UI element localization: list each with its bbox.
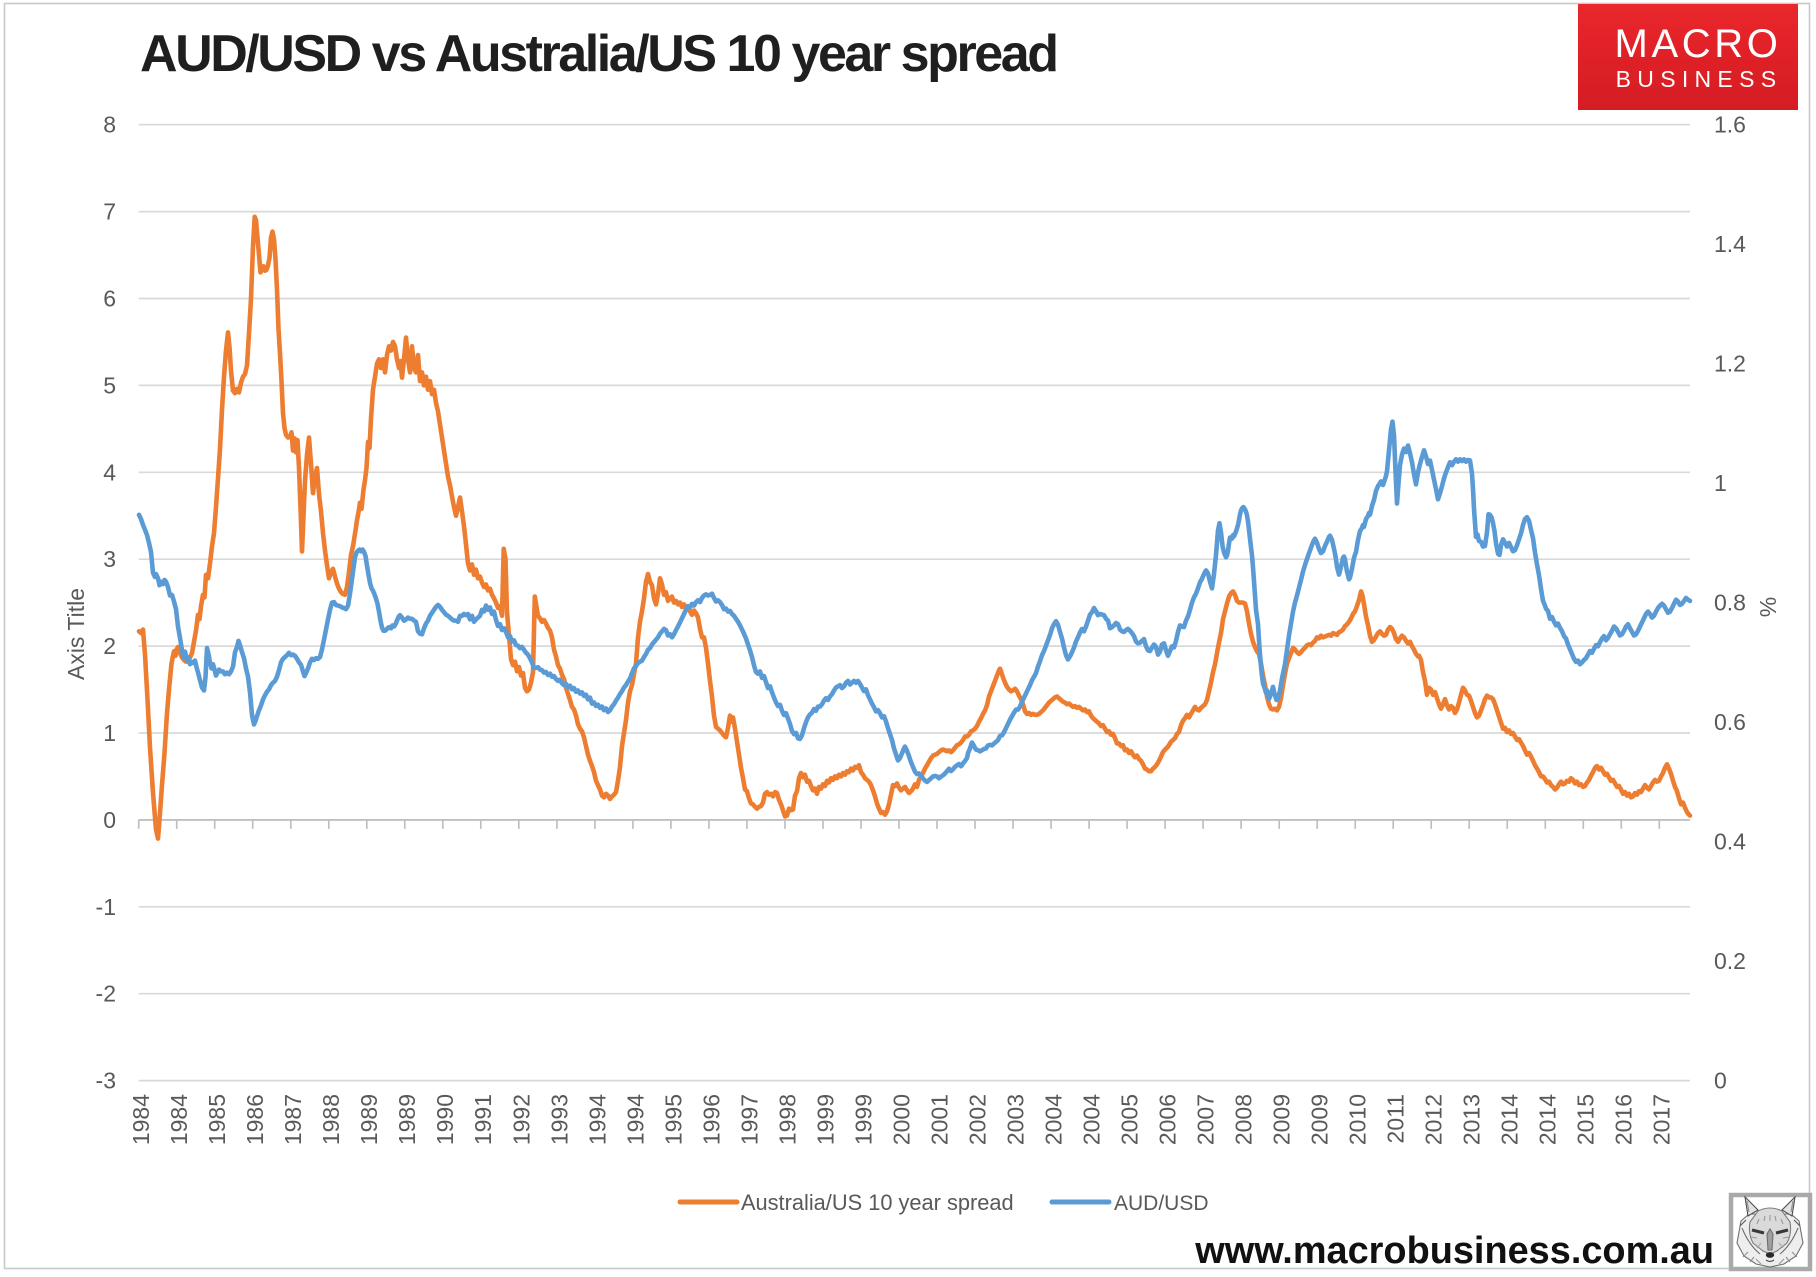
svg-text:2012: 2012 [1421,1094,1447,1145]
svg-text:AUD/USD vs Australia/US 10 yea: AUD/USD vs Australia/US 10 year spread [140,25,1057,83]
svg-text:2001: 2001 [926,1094,952,1145]
svg-text:1.6: 1.6 [1714,112,1746,138]
svg-text:2004: 2004 [1041,1094,1067,1145]
svg-text:1984: 1984 [128,1094,154,1145]
svg-text:1995: 1995 [660,1094,686,1145]
svg-text:1985: 1985 [204,1094,230,1145]
svg-text:1999: 1999 [850,1094,876,1145]
svg-text:2009: 2009 [1269,1094,1295,1145]
svg-text:1996: 1996 [698,1094,724,1145]
svg-text:2004: 2004 [1079,1094,1105,1145]
svg-text:Australia/US 10 year spread: Australia/US 10 year spread [741,1190,1014,1215]
svg-text:7: 7 [103,199,116,225]
svg-text:1989: 1989 [356,1094,382,1145]
svg-text:1.2: 1.2 [1714,351,1746,377]
svg-text:2007: 2007 [1193,1094,1219,1145]
svg-text:1987: 1987 [280,1094,306,1145]
svg-text:2013: 2013 [1459,1094,1485,1145]
svg-text:1993: 1993 [546,1094,572,1145]
svg-text:2014: 2014 [1535,1094,1561,1145]
svg-text:-1: -1 [96,894,116,920]
svg-text:2011: 2011 [1383,1094,1409,1143]
svg-text:1998: 1998 [774,1094,800,1145]
svg-text:Axis Title: Axis Title [63,588,89,680]
svg-text:-3: -3 [96,1068,116,1094]
svg-text:2008: 2008 [1231,1094,1257,1145]
svg-text:2010: 2010 [1345,1094,1371,1145]
svg-text:2017: 2017 [1649,1094,1675,1145]
svg-text:0.6: 0.6 [1714,709,1746,735]
svg-text:2002: 2002 [964,1094,990,1145]
svg-text:www.macrobusiness.com.au: www.macrobusiness.com.au [1194,1230,1714,1272]
svg-text:0.2: 0.2 [1714,948,1746,974]
svg-text:8: 8 [103,112,116,138]
svg-text:-2: -2 [96,981,116,1007]
svg-text:1992: 1992 [508,1094,534,1145]
svg-text:2003: 2003 [1002,1094,1028,1145]
svg-text:1: 1 [1714,470,1727,496]
svg-text:2016: 2016 [1611,1094,1637,1145]
svg-text:1990: 1990 [432,1094,458,1145]
svg-text:3: 3 [103,546,116,572]
svg-text:2005: 2005 [1117,1094,1143,1145]
svg-text:AUD/USD: AUD/USD [1114,1192,1209,1215]
svg-text:0: 0 [1714,1068,1727,1094]
svg-text:6: 6 [103,286,116,312]
svg-text:2000: 2000 [888,1094,914,1145]
svg-text:1994: 1994 [584,1094,610,1145]
svg-text:1997: 1997 [736,1094,762,1145]
svg-text:2006: 2006 [1155,1094,1181,1145]
svg-text:2015: 2015 [1573,1094,1599,1145]
svg-text:2009: 2009 [1307,1094,1333,1145]
svg-text:1: 1 [103,720,116,746]
svg-text:%: % [1755,597,1781,617]
svg-text:MACRO: MACRO [1615,22,1782,66]
svg-text:1989: 1989 [394,1094,420,1145]
svg-text:BUSINESS: BUSINESS [1616,66,1783,92]
svg-text:1994: 1994 [622,1094,648,1145]
svg-text:1991: 1991 [470,1094,496,1145]
svg-text:0.4: 0.4 [1714,829,1746,855]
svg-text:4: 4 [103,459,116,485]
svg-text:2: 2 [103,633,116,659]
svg-text:0.8: 0.8 [1714,590,1746,616]
svg-text:1988: 1988 [318,1094,344,1145]
svg-text:2014: 2014 [1497,1094,1523,1145]
svg-text:1999: 1999 [812,1094,838,1145]
svg-text:1984: 1984 [166,1094,192,1145]
svg-text:5: 5 [103,372,116,398]
svg-text:1.4: 1.4 [1714,231,1746,257]
svg-text:1986: 1986 [242,1094,268,1145]
svg-text:0: 0 [103,807,116,833]
